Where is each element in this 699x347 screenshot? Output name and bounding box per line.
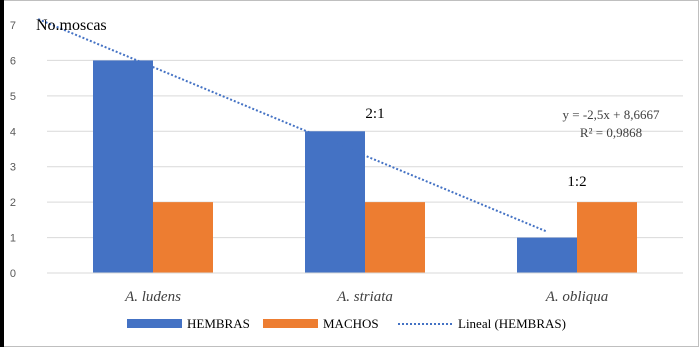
annotations: 2:1 1:2	[365, 106, 586, 190]
legend: HEMBRAS MACHOS Lineal (HEMBRAS)	[127, 316, 566, 331]
y-tick-label: 3	[10, 162, 16, 174]
y-tick-label: 5	[10, 91, 16, 103]
bar-machos-2	[577, 202, 637, 273]
y-tick-label: 2	[10, 197, 16, 209]
y-tick-label: 1	[10, 233, 16, 245]
legend-swatch-hembras	[127, 319, 182, 328]
trendline-r2: R² = 0,9868	[580, 125, 642, 140]
bar-machos-0	[153, 202, 213, 273]
bar-machos-1	[365, 202, 425, 273]
legend-label-lineal: Lineal (HEMBRAS)	[458, 316, 566, 331]
y-tick-label: 0	[10, 268, 16, 280]
legend-swatch-machos	[263, 319, 318, 328]
ratio-annotation: 2:1	[365, 106, 384, 122]
x-category-label: A. obliqua	[545, 289, 609, 305]
x-category-labels: A. ludens A. striata A. obliqua	[124, 289, 608, 305]
ratio-annotation: 1:2	[567, 174, 586, 190]
x-category-label: A. ludens	[124, 289, 181, 305]
y-tick-label: 6	[10, 55, 16, 67]
bar-hembras-2	[517, 237, 577, 273]
y-axis-label: No.moscas	[36, 17, 107, 34]
y-tick-label: 7	[10, 20, 16, 32]
legend-label-hembras: HEMBRAS	[187, 316, 250, 331]
x-category-label: A. striata	[336, 289, 393, 305]
bar-hembras-1	[305, 131, 365, 273]
legend-label-machos: MACHOS	[323, 316, 379, 331]
bar-hembras-0	[93, 60, 153, 273]
y-tick-label: 4	[10, 126, 16, 138]
trendline-equation: y = -2,5x + 8,6667	[563, 107, 660, 122]
y-tick-labels: 0 1 2 3 4 5 6 7	[10, 20, 16, 280]
bars	[93, 60, 637, 273]
left-border	[0, 0, 4, 347]
